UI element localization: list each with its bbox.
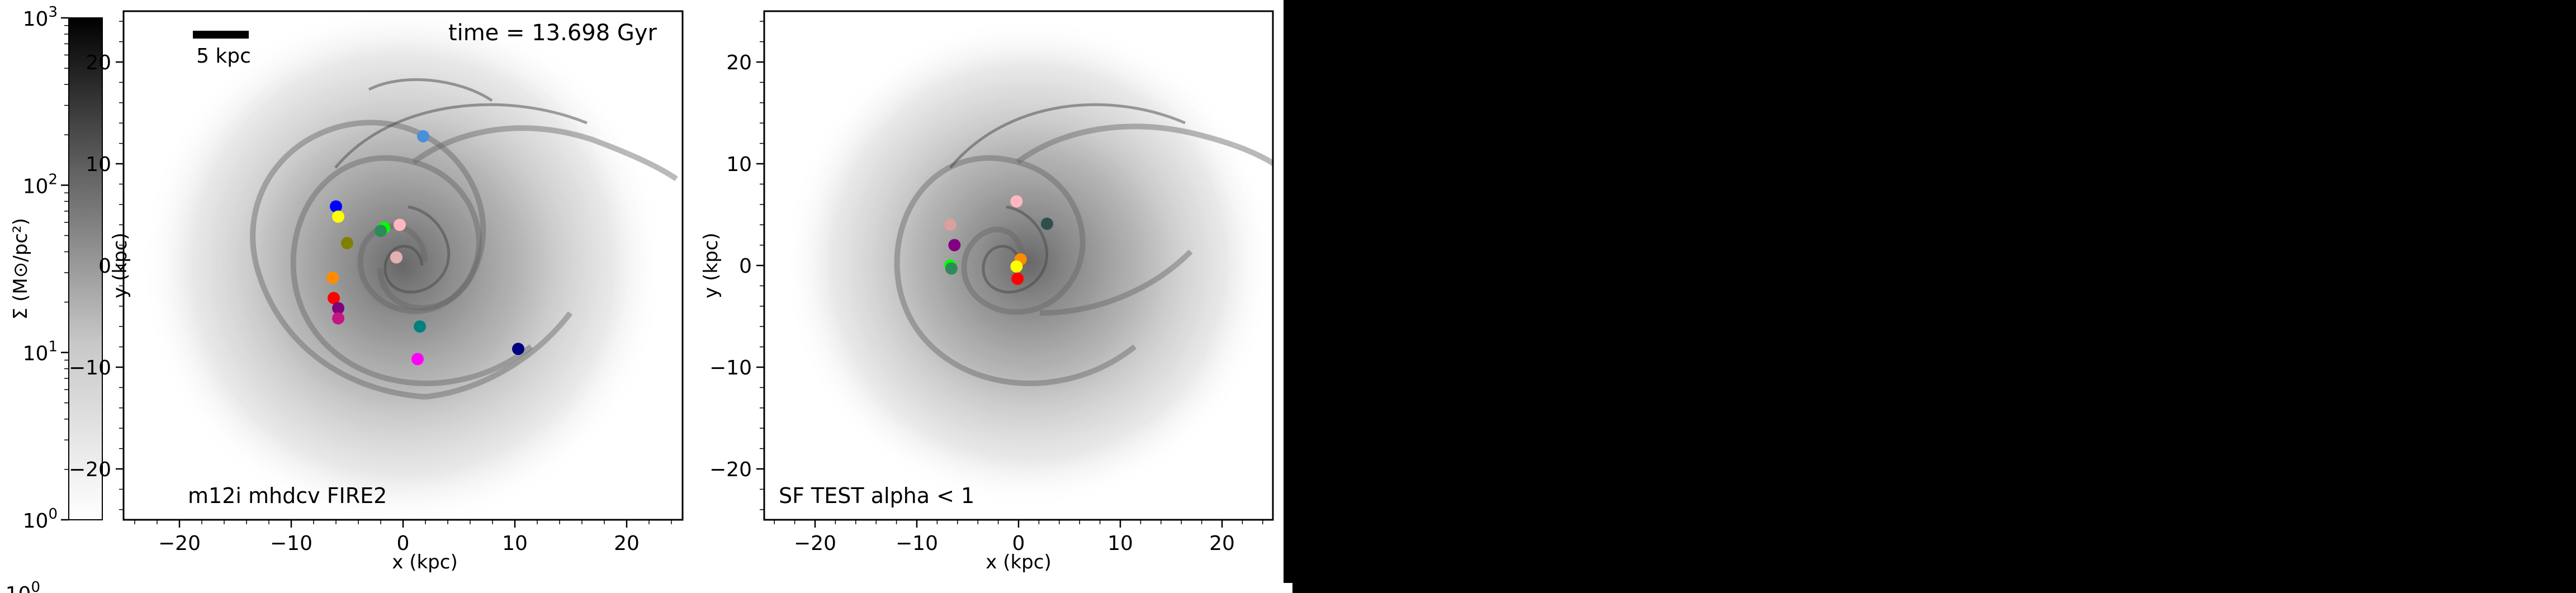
x-tick-label: 20 (614, 532, 640, 555)
left-axis-ticks: −20 −10 0 10 20 −20 −10 0 10 20 (69, 21, 672, 555)
scatter-point (417, 130, 429, 143)
y-tick-label: 0 (739, 255, 752, 278)
scatter-point (945, 262, 958, 275)
scatter-point (1011, 272, 1024, 285)
right-scatter-points (944, 195, 1053, 285)
y-tick-label: 10 (726, 153, 752, 176)
right-y-label: y (kpc) (700, 233, 722, 298)
left-x-label: x (kpc) (392, 551, 457, 573)
right-x-label: x (kpc) (986, 551, 1051, 573)
y-tick-label: 20 (726, 51, 752, 74)
x-tick-label: −20 (794, 532, 836, 555)
scatter-point (1040, 217, 1053, 230)
colorbar-tick-label: 100 (23, 506, 58, 533)
scatter-point (332, 210, 344, 223)
scatter-point (330, 200, 342, 213)
scatter-point (341, 236, 353, 249)
scatter-point (326, 271, 339, 284)
scatter-point (394, 219, 406, 231)
scale-bar: 5 kpc (193, 31, 251, 68)
right-annotation: SF TEST alpha < 1 (779, 483, 974, 508)
time-label: time = 13.698 Gyr (448, 20, 657, 46)
colorbar-ticks: 100 101 102 103 (23, 4, 69, 533)
y-tick-label: 0 (98, 255, 111, 278)
scatter-point (512, 343, 524, 355)
scatter-point (332, 302, 344, 315)
y-tick-label: 10 (86, 153, 111, 176)
right-panel: −20 −10 0 10 20 −20 −10 0 10 20 SF TEST alpha < 1… (700, 10, 1274, 573)
colorbar-gradient (68, 17, 103, 520)
colorbar-tick-label: 103 (23, 4, 58, 31)
y-tick-label: 20 (86, 51, 111, 74)
scatter-point (944, 219, 957, 231)
scatter-point (332, 312, 344, 325)
figure-edge-strip (774, 583, 1292, 593)
x-tick-label: 0 (397, 532, 410, 555)
scatter-point (390, 251, 402, 264)
scatter-point (328, 292, 340, 305)
y-tick-label: −20 (709, 458, 752, 481)
left-galaxy-image (140, 11, 678, 520)
right-galaxy-image (783, 17, 1273, 509)
x-tick-label: 10 (1107, 532, 1133, 555)
left-scatter-points (326, 130, 524, 366)
right-axis-ticks: −20 −10 0 10 20 −20 −10 0 10 20 (709, 21, 1263, 555)
colorbar-tick-label: 102 (23, 171, 58, 198)
scatter-point (411, 353, 424, 366)
y-tick-label: −20 (69, 458, 111, 481)
scatter-point (375, 225, 387, 238)
y-tick-label: −10 (69, 357, 111, 379)
left-panel: −20 −10 0 10 20 −20 −10 0 10 20 5 kpc time = 13.6… (69, 10, 684, 573)
scatter-point (1010, 195, 1023, 208)
scatter-point (414, 320, 426, 333)
colorbar: 100 101 102 103 Σ (M⊙/pc²) 100 (6, 4, 103, 593)
scatter-point (948, 239, 961, 252)
colorbar-cutoff-label: 100 (6, 579, 40, 593)
left-annotation: m12i mhdcv FIRE2 (188, 483, 387, 508)
scatter-point (1010, 260, 1023, 273)
left-y-label: y (kpc) (109, 233, 131, 298)
x-tick-label: 20 (1209, 532, 1235, 555)
x-tick-label: −20 (158, 532, 201, 555)
x-tick-label: 0 (1012, 532, 1025, 555)
scale-bar-label: 5 kpc (196, 45, 251, 68)
colorbar-tick-label: 101 (23, 339, 58, 366)
x-tick-label: −10 (896, 532, 938, 555)
x-tick-label: −10 (270, 532, 312, 555)
x-tick-label: 10 (502, 532, 528, 555)
colorbar-label: Σ (M⊙/pc²) (10, 218, 32, 320)
y-tick-label: −10 (709, 357, 752, 379)
